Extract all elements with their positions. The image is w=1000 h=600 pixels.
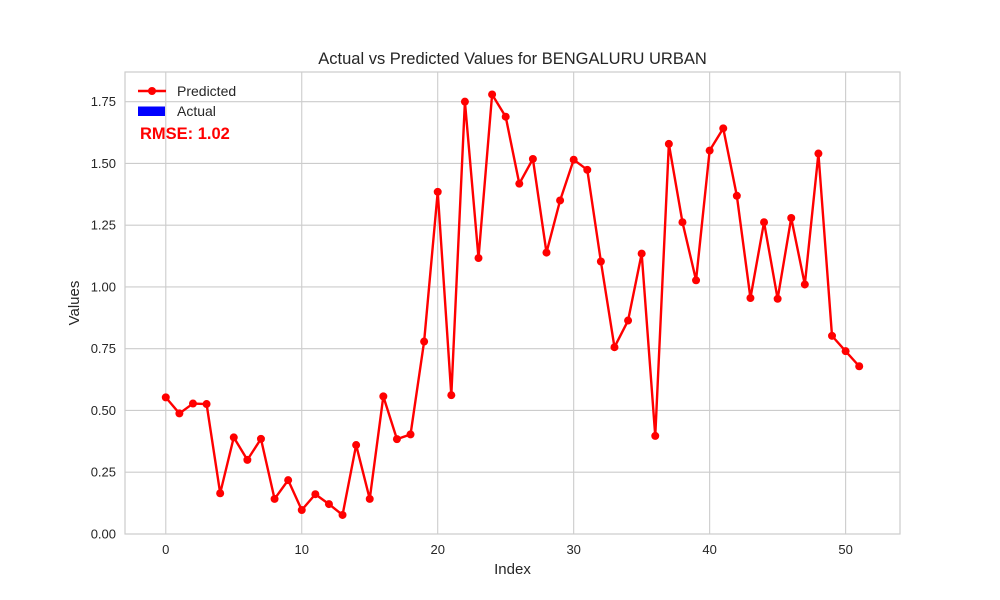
data-point-predicted xyxy=(542,248,551,257)
x-tick-label: 40 xyxy=(702,542,716,557)
data-point-predicted xyxy=(216,489,225,498)
data-point-predicted xyxy=(188,399,197,408)
y-tick-label: 0.50 xyxy=(91,403,116,418)
data-point-predicted xyxy=(814,149,823,158)
y-axis-ticks: 0.00 0.25 0.50 0.75 1.00 1.25 1.50 1.75 xyxy=(91,94,116,541)
x-axis-title: Index xyxy=(494,561,531,578)
data-point-predicted xyxy=(474,254,483,263)
data-point-predicted xyxy=(420,337,429,346)
series-layer xyxy=(161,90,864,519)
data-point-predicted xyxy=(175,409,184,418)
grid-lines xyxy=(125,72,900,535)
legend-actual-bar-icon xyxy=(138,106,165,116)
data-point-predicted xyxy=(787,214,796,223)
data-point-predicted xyxy=(800,280,809,289)
y-tick-label: 1.75 xyxy=(91,94,116,109)
data-point-predicted xyxy=(352,441,361,450)
data-point-predicted xyxy=(760,218,769,227)
data-point-predicted xyxy=(297,506,306,515)
data-point-predicted xyxy=(406,430,415,439)
data-point-predicted xyxy=(488,90,497,99)
data-point-predicted xyxy=(284,476,293,485)
data-point-predicted xyxy=(229,433,238,442)
y-tick-label: 1.50 xyxy=(91,156,116,171)
data-point-predicted xyxy=(392,435,401,444)
data-point-predicted xyxy=(161,393,170,402)
data-point-predicted xyxy=(311,490,320,499)
y-tick-label: 0.25 xyxy=(91,465,116,480)
data-point-predicted xyxy=(447,391,456,400)
data-point-predicted xyxy=(651,431,660,440)
data-point-predicted xyxy=(841,347,850,356)
x-tick-label: 30 xyxy=(566,542,580,557)
data-point-predicted xyxy=(270,494,279,503)
data-point-predicted xyxy=(664,139,673,148)
data-point-predicted xyxy=(719,124,728,133)
data-point-predicted xyxy=(338,510,347,519)
series-line-predicted xyxy=(164,93,861,517)
data-point-predicted xyxy=(202,400,211,409)
data-point-predicted xyxy=(256,434,265,443)
data-point-predicted xyxy=(637,249,646,258)
chart-title: Actual vs Predicted Values for BENGALURU… xyxy=(318,50,707,68)
data-point-predicted xyxy=(583,165,592,174)
y-axis-title: Values xyxy=(66,281,83,326)
data-point-predicted xyxy=(692,276,701,285)
x-tick-label: 20 xyxy=(430,542,444,557)
y-tick-label: 1.00 xyxy=(91,279,116,294)
legend: Predicted Actual xyxy=(138,83,236,119)
x-tick-label: 10 xyxy=(295,542,309,557)
data-point-predicted xyxy=(596,257,605,266)
data-point-predicted xyxy=(746,294,755,303)
data-point-predicted xyxy=(624,316,633,325)
data-point-predicted xyxy=(569,155,578,164)
x-tick-label: 0 xyxy=(162,542,169,557)
data-point-predicted xyxy=(678,218,687,227)
data-point-predicted xyxy=(556,196,565,205)
legend-actual-label: Actual xyxy=(177,103,216,119)
y-tick-label: 1.25 xyxy=(91,218,116,233)
data-point-predicted xyxy=(460,97,469,106)
data-point-predicted xyxy=(365,494,374,503)
x-axis-ticks: 0 10 20 30 40 50 xyxy=(162,542,853,557)
y-tick-label: 0.75 xyxy=(91,341,116,356)
data-point-predicted xyxy=(515,179,524,188)
plot-area xyxy=(125,72,900,534)
legend-predicted-marker-icon xyxy=(148,87,156,95)
data-point-predicted xyxy=(501,112,510,121)
data-point-predicted xyxy=(732,191,741,200)
data-point-predicted xyxy=(433,187,442,196)
rmse-annotation: RMSE: 1.02 xyxy=(140,125,230,143)
legend-predicted-label: Predicted xyxy=(177,83,236,99)
y-tick-label: 0.00 xyxy=(91,527,116,542)
data-point-predicted xyxy=(243,455,252,464)
data-point-predicted xyxy=(855,362,864,371)
data-point-predicted xyxy=(528,154,537,163)
data-point-predicted xyxy=(828,331,837,340)
data-point-predicted xyxy=(773,294,782,303)
x-tick-label: 50 xyxy=(838,542,852,557)
data-point-predicted xyxy=(705,146,714,155)
data-point-predicted xyxy=(610,343,619,352)
data-point-predicted xyxy=(324,500,333,509)
data-point-predicted xyxy=(379,392,388,401)
plot-frame xyxy=(124,71,901,535)
